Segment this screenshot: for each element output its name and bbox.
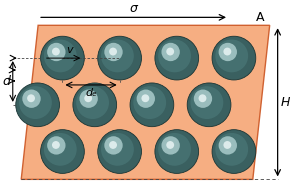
Text: dₑ: dₑ [85,88,97,98]
Circle shape [98,36,142,80]
Circle shape [104,136,123,155]
Circle shape [52,48,60,56]
Circle shape [47,43,66,61]
Text: σ: σ [130,2,137,15]
Circle shape [212,130,256,173]
Circle shape [41,36,84,80]
Circle shape [212,36,256,80]
Circle shape [137,90,155,108]
Circle shape [44,133,77,166]
Circle shape [47,136,66,155]
Circle shape [22,90,41,108]
Circle shape [155,36,199,80]
Circle shape [215,40,248,72]
Circle shape [98,130,142,173]
Circle shape [166,48,174,56]
Circle shape [161,43,180,61]
Circle shape [194,90,212,108]
Circle shape [109,141,117,149]
Circle shape [219,43,237,61]
Circle shape [76,86,109,119]
Circle shape [158,40,191,72]
Circle shape [199,94,207,102]
Circle shape [219,136,237,155]
Circle shape [16,83,59,127]
Circle shape [133,86,166,119]
Circle shape [79,90,98,108]
Circle shape [104,43,123,61]
Circle shape [155,130,199,173]
Circle shape [224,48,231,56]
Circle shape [101,133,134,166]
Circle shape [166,141,174,149]
Circle shape [215,133,248,166]
Text: H: H [281,96,290,109]
Circle shape [52,141,60,149]
Text: d: d [2,75,10,88]
Circle shape [142,94,149,102]
Circle shape [27,94,35,102]
Polygon shape [21,25,270,179]
Circle shape [73,83,117,127]
Circle shape [190,86,223,119]
Circle shape [19,86,52,119]
Circle shape [187,83,231,127]
Circle shape [84,94,92,102]
Circle shape [130,83,174,127]
Circle shape [44,40,77,72]
Text: A: A [256,11,265,24]
Circle shape [161,136,180,155]
Circle shape [224,141,231,149]
Text: v: v [67,45,73,55]
Circle shape [41,130,84,173]
Circle shape [109,48,117,56]
Circle shape [101,40,134,72]
Circle shape [158,133,191,166]
